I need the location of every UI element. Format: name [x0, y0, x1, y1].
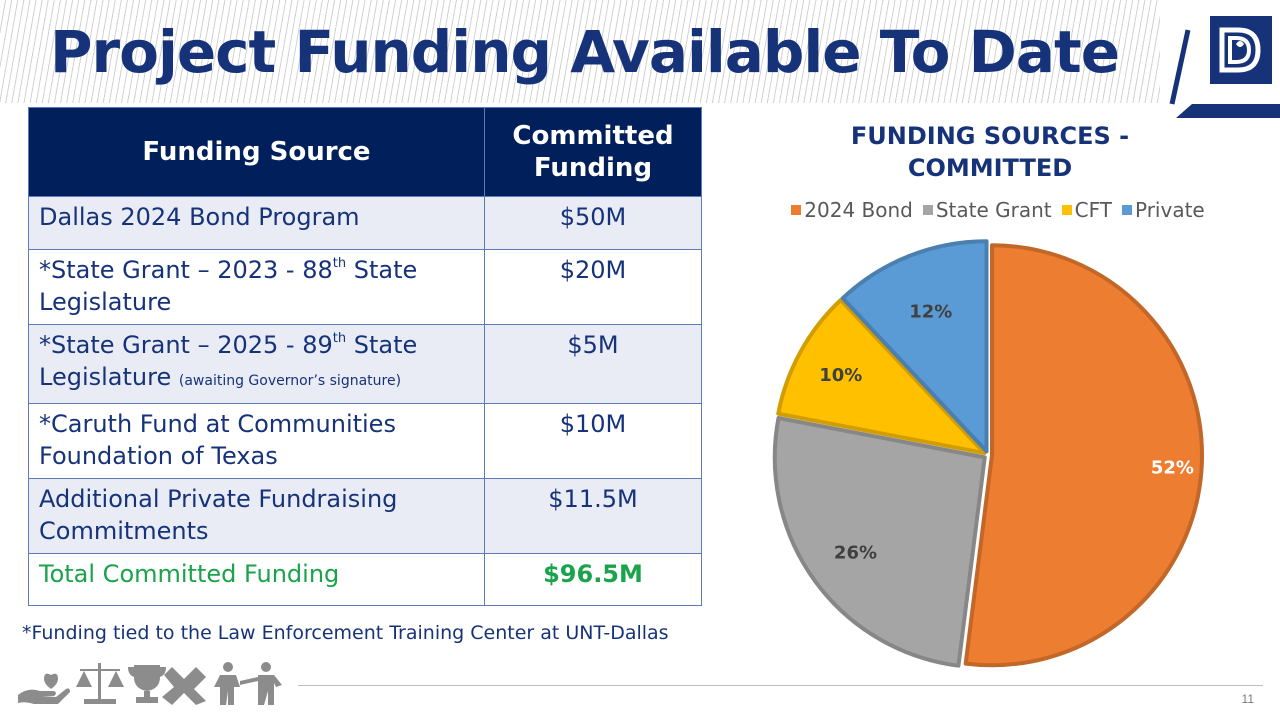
pie-label-2024-bond: 52% [1151, 458, 1194, 479]
source-text: *State Grant – 2025 - 89 [39, 331, 333, 359]
pie-label-state-grant: 26% [834, 542, 877, 563]
legend-label: CFT [1074, 198, 1112, 222]
page-number: 11 [1241, 692, 1254, 706]
total-amount-cell: $96.5M [484, 553, 702, 606]
footer-icon-strip [18, 662, 282, 705]
pie-label-private: 12% [909, 302, 952, 323]
legend-label: 2024 Bond [804, 198, 913, 222]
pie-slice-state-grant [772, 416, 987, 668]
legend-item-cft: CFT [1061, 198, 1112, 222]
page-title: Project Funding Available To Date [50, 18, 1120, 86]
funding-source-cell: *State Grant – 2023 - 88th State Legisla… [28, 249, 485, 325]
pie-chart: 52% 26% 10% 12% [772, 239, 1204, 668]
source-text: *State Grant – 2023 - 88 [39, 256, 333, 284]
legend-swatch [1061, 205, 1072, 215]
legend-swatch [1122, 205, 1132, 215]
ordinal-suffix: th [332, 331, 347, 346]
pie-label-cft: 10% [819, 365, 862, 386]
handshake-icon [162, 667, 206, 705]
table-row: Dallas 2024 Bond Program $50M [28, 196, 702, 250]
table-row: *State Grant – 2025 - 89th State Legisla… [28, 324, 702, 404]
hand-heart-icon [18, 673, 70, 704]
pie-slice-private [840, 239, 989, 454]
pie-slice-cft [776, 297, 987, 456]
table-row: *Caruth Fund at Communities Foundation o… [28, 403, 702, 479]
legend-item-2024-bond: 2024 Bond [791, 198, 913, 222]
trophy-icon [128, 665, 166, 703]
people-icon [214, 662, 282, 705]
legend-item-private: Private [1122, 198, 1205, 222]
header-committed-funding: Committed Funding [484, 107, 702, 197]
funding-source-cell: Dallas 2024 Bond Program [28, 196, 485, 250]
funding-source-cell: *State Grant – 2025 - 89th State Legisla… [28, 324, 485, 404]
header-funding-source: Funding Source [28, 107, 485, 197]
city-logo-icon [1164, 0, 1280, 118]
legend-label: State Grant [935, 198, 1052, 222]
chart-title: FUNDING SOURCES - COMMITTED [850, 122, 1130, 182]
funding-amount-cell: $11.5M [484, 478, 702, 554]
source-text: State Legislature [39, 331, 418, 391]
legend-label: Private [1135, 198, 1205, 222]
funding-amount-cell: $10M [484, 403, 702, 479]
total-label-cell: Total Committed Funding [28, 553, 485, 606]
scales-icon [76, 663, 124, 704]
total-row: Total Committed Funding $96.5M [28, 553, 702, 606]
legend-swatch [922, 205, 933, 215]
source-note: (awaiting Governor’s signature) [178, 373, 402, 389]
legend-item-state-grant: State Grant [922, 198, 1052, 222]
funding-amount-cell: $5M [484, 324, 702, 404]
pie-slice-2024-bond [963, 243, 1204, 668]
legend-swatch [791, 205, 802, 215]
footer-rule [298, 685, 1263, 686]
footnote: *Funding tied to the Law Enforcement Tra… [22, 622, 669, 644]
header-hatch-background [0, 0, 1160, 103]
funding-source-cell: *Caruth Fund at Communities Foundation o… [28, 403, 485, 479]
table-row: *State Grant – 2023 - 88th State Legisla… [28, 249, 702, 325]
funding-amount-cell: $20M [484, 249, 702, 325]
ordinal-suffix: th [332, 256, 347, 271]
table-row: Additional Private Fundraising Commitmen… [28, 478, 702, 554]
chart-legend: 2024 Bond State Grant CFT Private [768, 198, 1228, 222]
funding-table: Funding Source Committed Funding Dallas … [28, 107, 702, 606]
funding-source-cell: Additional Private Fundraising Commitmen… [28, 478, 485, 554]
source-text: State Legislature [39, 256, 418, 316]
funding-amount-cell: $50M [484, 196, 702, 250]
